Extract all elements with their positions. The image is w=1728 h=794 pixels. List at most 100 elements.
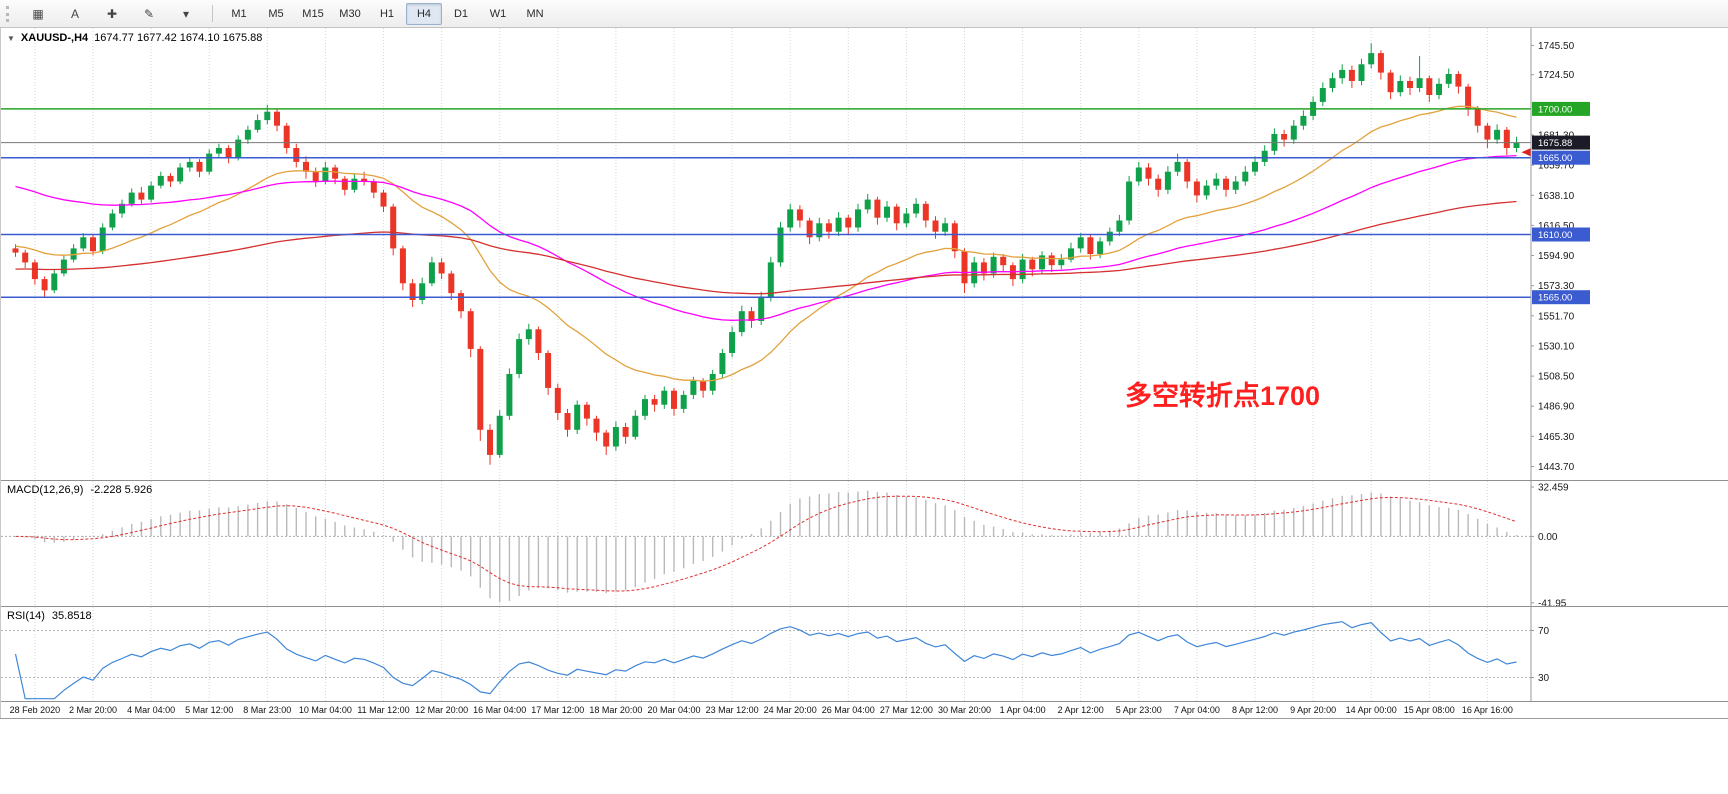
candle-body xyxy=(1397,81,1404,93)
timeframe-button-mn[interactable]: MN xyxy=(526,7,544,20)
candle-body xyxy=(516,339,523,374)
time-axis-label: 5 Mar 12:00 xyxy=(185,705,234,715)
price-badge-label: 1700.00 xyxy=(1538,104,1572,115)
price-badge-label: 1665.00 xyxy=(1538,153,1572,164)
candle-body xyxy=(874,199,881,218)
candle-body xyxy=(806,220,813,238)
candle-body xyxy=(1223,178,1229,190)
candle-body xyxy=(1377,53,1384,73)
candle-body xyxy=(487,429,493,455)
candles xyxy=(12,43,1520,465)
candle-body xyxy=(990,256,997,274)
candle-body xyxy=(767,262,774,298)
timeframe-button-h4[interactable]: H4 xyxy=(406,2,442,25)
candle-body xyxy=(1019,259,1026,280)
timeframe-button-h1[interactable]: H1 xyxy=(379,7,395,20)
price-tick-label: 1465.30 xyxy=(1538,432,1575,443)
timeframe-button-m15[interactable]: M15 xyxy=(302,7,324,20)
candle-body xyxy=(884,206,890,218)
toolbar: ▦ A ✚ ✎ ▾ M1 M5 M15 M30 H1 H4 D1 W1 MN xyxy=(0,0,1728,28)
candle-body xyxy=(913,203,920,214)
candle-body xyxy=(244,129,251,140)
candle-body xyxy=(254,120,261,130)
macd-panel: 32.459 0.00 -41.95 MACD(12,26,9) -2.228 5.… xyxy=(1,480,1728,606)
candle-body xyxy=(274,111,280,126)
main-chart-panel: 1745.501724.501681.301659.701638.101616.… xyxy=(1,28,1728,480)
timeframe-button-m5[interactable]: M5 xyxy=(268,7,284,20)
macd-tick-label: 32.459 xyxy=(1538,483,1569,494)
main-chart-canvas[interactable]: 1745.501724.501681.301659.701638.101616.… xyxy=(1,28,1728,480)
time-axis[interactable]: 28 Feb 2020 2 Mar 20:00 4 Mar 04:00 5 Mar 1… xyxy=(1,701,1728,718)
candle-body xyxy=(1116,220,1123,232)
candle-body xyxy=(1106,231,1113,242)
time-axis-label: 27 Mar 12:00 xyxy=(879,705,933,715)
chart-grid-icon[interactable]: ▦ xyxy=(32,6,44,21)
chart-window: 1745.501724.501681.301659.701638.101616.… xyxy=(0,28,1728,718)
timeframe-button-m1[interactable]: M1 xyxy=(231,7,247,20)
candle-body xyxy=(1193,181,1200,196)
candle-body xyxy=(825,223,832,232)
candle-body xyxy=(1242,171,1249,182)
candle-body xyxy=(1494,129,1501,140)
time-axis-label: 23 Mar 12:00 xyxy=(705,705,759,715)
candle-body xyxy=(60,259,67,274)
price-tick-label: 1573.30 xyxy=(1538,281,1575,292)
candle-body xyxy=(922,203,929,221)
price-axis-bg xyxy=(1531,481,1728,606)
time-axis-label: 7 Apr 04:00 xyxy=(1173,705,1220,715)
candle-body xyxy=(1281,134,1288,140)
candle-body xyxy=(574,404,581,430)
candle-body xyxy=(322,167,329,182)
time-axis-label: 2 Mar 20:00 xyxy=(68,705,118,715)
timeframe-button-w1[interactable]: W1 xyxy=(489,7,507,20)
draw-tool-caret-icon[interactable]: ▾ xyxy=(182,6,190,21)
candle-body xyxy=(893,206,900,224)
timeframe-button-d1[interactable]: D1 xyxy=(453,7,469,20)
candle-body xyxy=(70,248,77,260)
candle-body xyxy=(12,248,19,253)
macd-canvas[interactable]: 32.459 0.00 -41.95 xyxy=(1,481,1728,606)
time-axis-label: 9 Apr 20:00 xyxy=(1290,705,1337,715)
price-tick-label: 1724.50 xyxy=(1538,70,1575,81)
candle-body xyxy=(1503,129,1510,148)
candle-body xyxy=(1426,78,1433,95)
toolbar-grip[interactable] xyxy=(6,5,14,22)
timeframe-button-m30[interactable]: M30 xyxy=(339,7,361,20)
draw-tool-icon[interactable]: ✎ xyxy=(143,6,155,21)
price-badge xyxy=(1532,150,1590,165)
candle-body xyxy=(1290,125,1297,140)
rsi-level-label: 70 xyxy=(1538,626,1550,637)
price-tick-label: 1616.50 xyxy=(1538,221,1575,232)
candle-body xyxy=(942,223,949,232)
candle-body xyxy=(1145,167,1152,179)
candle-body xyxy=(671,390,677,409)
rsi-line xyxy=(14,621,1517,700)
candle-body xyxy=(264,111,271,121)
macd-signal-line xyxy=(15,495,1517,592)
time-axis-label: 1 Apr 04:00 xyxy=(999,705,1046,715)
candle-body xyxy=(1203,185,1210,196)
price-tick-label: 1594.90 xyxy=(1538,251,1575,262)
sell-arrow-marker xyxy=(1521,148,1531,157)
candle-body xyxy=(661,390,668,405)
time-axis-label: 5 Apr 23:00 xyxy=(1115,705,1162,715)
candle-body xyxy=(1387,72,1394,93)
candle-body xyxy=(390,206,397,249)
candle-body xyxy=(90,237,96,252)
candle-body xyxy=(1348,69,1355,81)
candle-body xyxy=(535,329,542,353)
rsi-canvas[interactable]: 70 30 xyxy=(1,607,1728,701)
candle-body xyxy=(167,175,174,182)
time-axis-label: 14 Apr 00:00 xyxy=(1345,705,1397,715)
time-axis-label: 24 Mar 20:00 xyxy=(763,705,817,715)
collapse-triangle-icon[interactable]: ▼ xyxy=(7,33,15,43)
candle-body xyxy=(564,413,571,430)
candle-body xyxy=(796,209,803,221)
time-axis-label: 18 Mar 20:00 xyxy=(589,705,643,715)
candle-body xyxy=(1445,74,1452,84)
crosshair-tool-icon[interactable]: ✚ xyxy=(106,6,118,21)
text-tool-icon[interactable]: A xyxy=(70,6,79,21)
candle-body xyxy=(951,223,958,252)
candle-body xyxy=(458,293,464,312)
